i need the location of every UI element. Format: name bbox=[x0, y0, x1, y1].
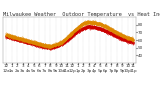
Text: Milwaukee Weather  Outdoor Temperature  vs Heat Index  per Minute  (24 Hours): Milwaukee Weather Outdoor Temperature vs… bbox=[3, 12, 160, 17]
